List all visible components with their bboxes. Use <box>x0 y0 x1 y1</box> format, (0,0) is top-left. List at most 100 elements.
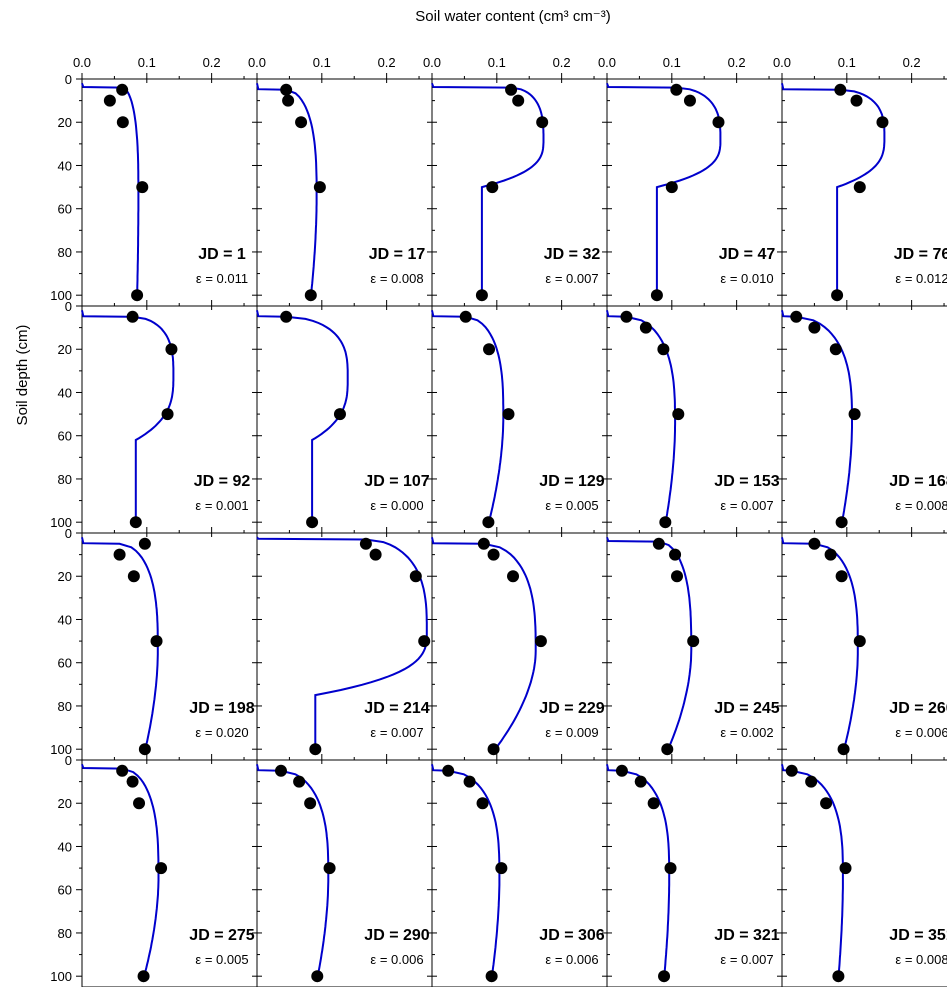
fitted-profile-line <box>256 764 330 979</box>
x-tick-label: 0.2 <box>553 55 571 70</box>
panel-jd-label: JD = 32 <box>544 246 601 263</box>
panel-epsilon-label: ε = 0.006 <box>895 725 947 740</box>
panel-epsilon-label: ε = 0.007 <box>720 498 773 513</box>
panel-13: JD = 229 ε = 0.009 <box>431 527 607 760</box>
panel-jd-label: JD = 17 <box>369 246 426 263</box>
y-tick-label: 60 <box>58 429 72 444</box>
panel-4: 0.0 0.1 0.2 JD = 47 ε = 0.010 <box>598 55 782 306</box>
observed-point <box>820 797 833 810</box>
observed-point <box>683 94 696 107</box>
panel-epsilon-label: ε = 0.011 <box>196 271 248 286</box>
observed-point <box>634 775 647 788</box>
panel-epsilon-label: ε = 0.009 <box>545 725 598 740</box>
observed-point <box>487 548 500 561</box>
panel-epsilon-label: ε = 0.020 <box>195 725 248 740</box>
panel-14: JD = 245 ε = 0.002 <box>606 527 782 760</box>
y-tick-label: 80 <box>58 699 72 714</box>
observed-point <box>487 743 500 756</box>
observed-point <box>309 743 322 756</box>
panel-epsilon-label: ε = 0.008 <box>895 952 947 967</box>
x-axis-title: Soil water content (cm³ cm⁻³) <box>415 8 610 25</box>
observed-point <box>161 408 174 421</box>
observed-point <box>409 570 422 583</box>
observed-point <box>669 548 682 561</box>
panel-epsilon-label: ε = 0.012 <box>895 271 947 286</box>
fitted-profile-line <box>431 764 501 979</box>
observed-point <box>672 408 685 421</box>
observed-point <box>839 862 852 875</box>
y-tick-label: 40 <box>58 839 72 854</box>
panel-epsilon-label: ε = 0.008 <box>370 271 423 286</box>
panel-epsilon-label: ε = 0.002 <box>720 725 773 740</box>
y-tick-label: 20 <box>58 569 72 584</box>
observed-point <box>459 310 472 323</box>
observed-point <box>639 321 652 334</box>
observed-point <box>359 537 372 550</box>
y-tick-label: 100 <box>50 515 72 530</box>
observed-point <box>131 289 144 302</box>
fitted-profile-line <box>256 310 349 525</box>
panel-20: JD = 351 ε = 0.008 <box>781 754 947 987</box>
panel-18: JD = 306 ε = 0.006 <box>431 754 607 987</box>
x-tick-label: 0.0 <box>73 55 91 70</box>
observed-point <box>116 83 129 96</box>
observed-point <box>620 310 633 323</box>
observed-point <box>482 516 495 529</box>
observed-point <box>650 289 663 302</box>
observed-point <box>116 116 129 129</box>
observed-point <box>133 797 146 810</box>
panel-jd-label: JD = 351 <box>889 927 947 944</box>
panel-7: JD = 107 ε = 0.000 <box>256 300 432 533</box>
x-tick-label: 0.0 <box>248 55 266 70</box>
observed-point <box>512 94 525 107</box>
panel-jd-label: JD = 168 <box>889 473 947 490</box>
observed-point <box>138 537 151 550</box>
panel-jd-label: JD = 1 <box>198 246 246 263</box>
panel-jd-label: JD = 107 <box>364 473 429 490</box>
observed-point <box>837 743 850 756</box>
panel-10: JD = 168 ε = 0.008 <box>781 300 947 533</box>
observed-point <box>832 970 845 983</box>
observed-point <box>652 537 665 550</box>
axis-titles: Soil water content (cm³ cm⁻³) Soil depth… <box>14 8 611 425</box>
x-tick-label: 0.0 <box>773 55 791 70</box>
observed-point <box>293 775 306 788</box>
observed-point <box>835 516 848 529</box>
panel-5: 0.0 0.1 0.2 JD = 76 ε = 0.012 <box>773 55 947 306</box>
fitted-profile-line <box>431 537 537 752</box>
fitted-profile-line <box>431 310 505 525</box>
x-tick-label: 0.1 <box>138 55 156 70</box>
y-tick-label: 60 <box>58 202 72 217</box>
fitted-profile-line <box>606 764 671 979</box>
panel-epsilon-label: ε = 0.010 <box>720 271 773 286</box>
observed-point <box>295 116 308 129</box>
observed-point <box>664 862 677 875</box>
observed-point <box>311 970 324 983</box>
observed-point <box>150 635 163 648</box>
observed-point <box>507 570 520 583</box>
x-axis-title-text: Soil water content (cm³ cm⁻³) <box>415 8 610 25</box>
fitted-profile-line <box>256 83 318 298</box>
x-tick-label: 0.0 <box>423 55 441 70</box>
x-tick-label: 0.2 <box>203 55 221 70</box>
observed-point <box>483 343 496 356</box>
observed-point <box>274 764 287 777</box>
panel-jd-label: JD = 76 <box>894 246 947 263</box>
panel-3: 0.0 0.1 0.2 JD = 32 ε = 0.007 <box>423 55 607 306</box>
panel-9: JD = 153 ε = 0.007 <box>606 300 782 533</box>
fitted-profile-line <box>781 83 886 298</box>
panel-epsilon-label: ε = 0.007 <box>545 271 598 286</box>
panel-jd-label: JD = 214 <box>364 700 429 717</box>
fitted-profile-line <box>81 310 175 525</box>
x-tick-label: 0.1 <box>488 55 506 70</box>
observed-point <box>485 970 498 983</box>
observed-point <box>463 775 476 788</box>
observed-point <box>687 635 700 648</box>
panel-1: 0.0 0.1 0.2 0 20 40 60 80 100 JD = 1 ε = 0.011 <box>50 55 257 306</box>
x-tick-label: 0.1 <box>313 55 331 70</box>
panel-epsilon-label: ε = 0.006 <box>370 952 423 967</box>
observed-point <box>853 181 866 194</box>
panel-jd-label: JD = 198 <box>189 700 254 717</box>
fitted-profile-line <box>606 82 722 298</box>
observed-point <box>495 862 508 875</box>
